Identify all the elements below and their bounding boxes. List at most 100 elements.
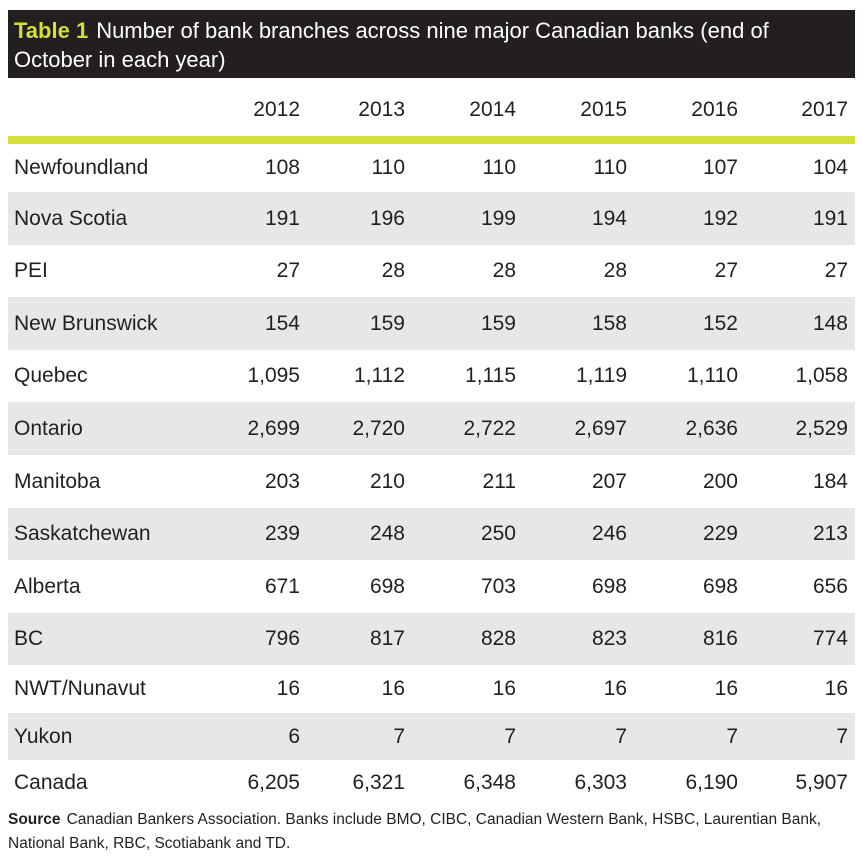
- cell: 828: [405, 613, 516, 665]
- cell: 154: [200, 297, 300, 350]
- cell: 1,119: [576, 364, 627, 387]
- cell: 27: [714, 259, 738, 282]
- cell: 246: [516, 508, 627, 560]
- cell: 774: [738, 613, 855, 665]
- cell: 104: [812, 156, 848, 179]
- row-label: New Brunswick: [8, 297, 200, 350]
- cell: 7: [516, 713, 627, 760]
- cell: 6,303: [574, 770, 627, 794]
- table-row: Nova Scotia 191 196 199 194 192 191: [8, 192, 855, 245]
- cell: 28: [381, 259, 405, 282]
- column-header: 2012: [200, 78, 300, 144]
- column-header: 2015: [516, 78, 627, 144]
- cell: 184: [812, 469, 848, 493]
- cell: 6,205: [247, 770, 300, 794]
- cell: 6,348: [463, 770, 516, 794]
- table-row: New Brunswick 154 159 159 158 152 148: [8, 297, 855, 350]
- title-bar: Table 1 Number of bank branches across ni…: [8, 10, 855, 78]
- cell: 28: [603, 259, 627, 282]
- row-label: Alberta: [14, 574, 81, 598]
- row-label: NWT/Nunavut: [14, 677, 146, 700]
- cell: 213: [738, 508, 855, 560]
- table-label: Table 1: [14, 18, 89, 43]
- cell: 2,720: [300, 402, 405, 455]
- table-row: Newfoundland 108 110 110 110 107 104: [8, 140, 855, 192]
- cell: 16: [492, 677, 516, 700]
- row-label: Ontario: [8, 402, 200, 455]
- cell: 250: [405, 508, 516, 560]
- branch-table: 2012 2013 2014 2015 2016 2017 Newfoundland 108…: [8, 78, 855, 805]
- cell: 7: [738, 713, 855, 760]
- cell: 229: [627, 508, 738, 560]
- row-label: Canada: [14, 770, 88, 794]
- cell: 1,058: [795, 364, 848, 387]
- cell: 16: [603, 677, 627, 700]
- cell: 7: [300, 713, 405, 760]
- cell: 1,115: [465, 364, 516, 387]
- row-label: Manitoba: [14, 469, 101, 493]
- column-header: 2014: [405, 78, 516, 144]
- table-row: PEI 27 28 28 28 27 27: [8, 245, 855, 297]
- cell: 159: [405, 297, 516, 350]
- row-label: Newfoundland: [14, 156, 149, 179]
- cell: 28: [492, 259, 516, 282]
- cell: 199: [405, 192, 516, 245]
- source-text: Canadian Bankers Association. Banks incl…: [8, 811, 822, 852]
- row-label: Yukon: [8, 713, 200, 760]
- row-label: Saskatchewan: [8, 508, 200, 560]
- cell: 110: [482, 156, 516, 179]
- source-note: Source Canadian Bankers Association. Bank…: [8, 808, 855, 856]
- cell: 656: [812, 574, 848, 598]
- cell: 16: [381, 677, 405, 700]
- column-header: 2017: [738, 78, 855, 144]
- cell: 110: [593, 156, 627, 179]
- cell: 2,722: [405, 402, 516, 455]
- corner-cell: [8, 78, 200, 144]
- cell: 1,110: [687, 364, 738, 387]
- cell: 210: [369, 469, 405, 493]
- cell: 27: [824, 259, 848, 282]
- table-row: Saskatchewan 239 248 250 246 229 213: [8, 508, 855, 560]
- cell: 27: [276, 259, 300, 282]
- cell: 7: [627, 713, 738, 760]
- cell: 6,190: [685, 770, 738, 794]
- cell: 7: [405, 713, 516, 760]
- cell: 148: [738, 297, 855, 350]
- cell: 16: [824, 677, 848, 700]
- cell: 16: [714, 677, 738, 700]
- column-header: 2013: [300, 78, 405, 144]
- cell: 207: [591, 469, 627, 493]
- cell: 703: [480, 574, 516, 598]
- table-row: Ontario 2,699 2,720 2,722 2,697 2,636 2,529: [8, 402, 855, 455]
- cell: 698: [702, 574, 738, 598]
- cell: 107: [702, 156, 738, 179]
- cell: 159: [300, 297, 405, 350]
- cell: 5,907: [795, 770, 848, 794]
- cell: 192: [627, 192, 738, 245]
- cell: 1,112: [354, 364, 405, 387]
- cell: 698: [591, 574, 627, 598]
- cell: 194: [516, 192, 627, 245]
- cell: 203: [264, 469, 300, 493]
- cell: 823: [516, 613, 627, 665]
- row-label: Nova Scotia: [8, 192, 200, 245]
- row-label: BC: [8, 613, 200, 665]
- row-label: Quebec: [14, 364, 88, 387]
- cell: 2,529: [738, 402, 855, 455]
- cell: 211: [482, 469, 516, 493]
- table-row: Quebec 1,095 1,112 1,115 1,119 1,110 1,058: [8, 350, 855, 402]
- cell: 796: [200, 613, 300, 665]
- table-row: BC 796 817 828 823 816 774: [8, 613, 855, 665]
- cell: 16: [276, 677, 300, 700]
- cell: 152: [627, 297, 738, 350]
- table-row: Canada 6,205 6,321 6,348 6,303 6,190 5,907: [8, 760, 855, 805]
- column-header: 2016: [627, 78, 738, 144]
- cell: 698: [369, 574, 405, 598]
- cell: 817: [300, 613, 405, 665]
- cell: 110: [371, 156, 405, 179]
- cell: 2,697: [516, 402, 627, 455]
- cell: 196: [300, 192, 405, 245]
- cell: 2,636: [627, 402, 738, 455]
- table-row: Alberta 671 698 703 698 698 656: [8, 560, 855, 613]
